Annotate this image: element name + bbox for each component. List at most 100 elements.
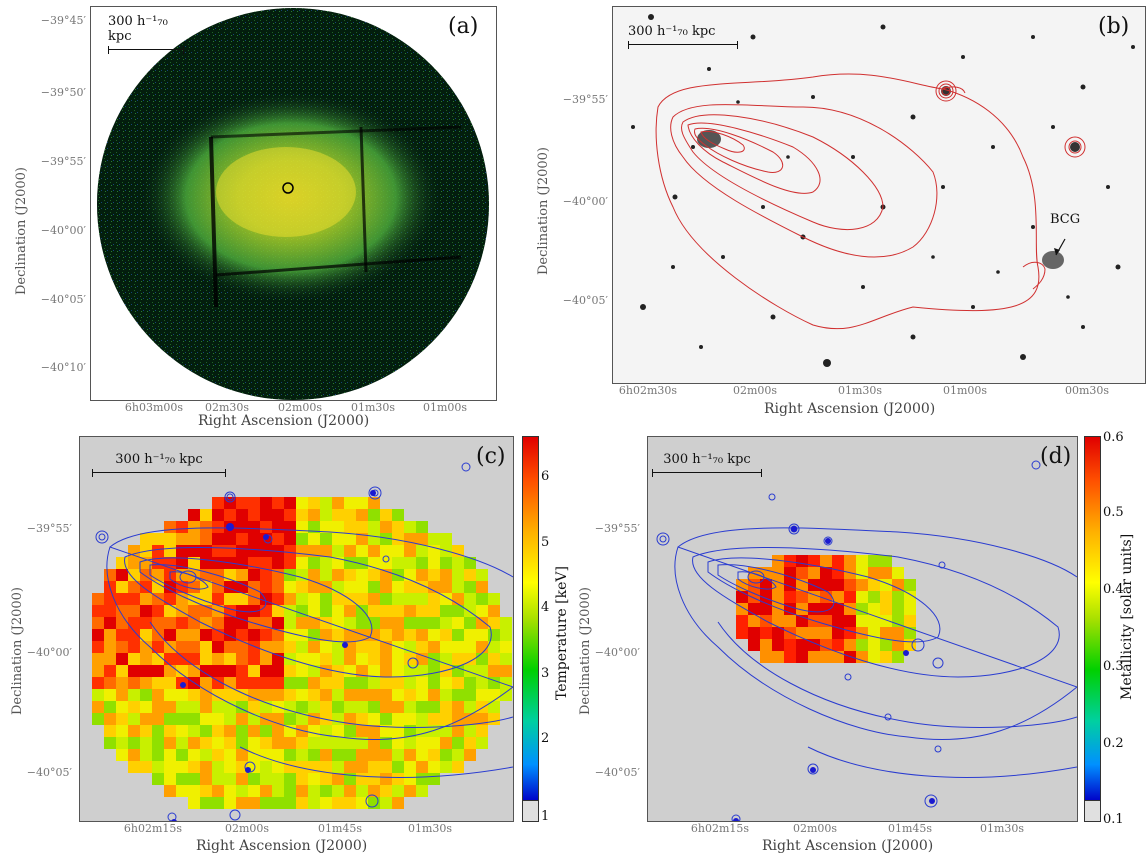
temperature-pixel — [320, 677, 332, 689]
temperature-pixel — [296, 737, 308, 749]
metallicity-pixel — [892, 615, 904, 627]
temperature-pixel — [116, 581, 128, 593]
temperature-pixel — [416, 677, 428, 689]
temperature-pixel — [344, 749, 356, 761]
metallicity-pixel — [772, 627, 784, 639]
metallicity-pixel — [856, 555, 868, 567]
temperature-pixel — [380, 713, 392, 725]
temperature-pixel — [368, 689, 380, 701]
metallicity-pixel — [808, 567, 820, 579]
metallicity-pixel — [868, 591, 880, 603]
temperature-pixel — [428, 677, 440, 689]
temperature-pixel — [464, 749, 476, 761]
temperature-pixel — [416, 785, 428, 797]
temperature-pixel — [260, 677, 272, 689]
ytick: −39°55′ — [40, 155, 86, 168]
metallicity-pixel — [736, 627, 748, 639]
cbar-tick: 0.6 — [1103, 430, 1124, 445]
temperature-pixel — [296, 713, 308, 725]
temperature-pixel — [332, 521, 344, 533]
temperature-pixel — [200, 749, 212, 761]
temperature-pixel — [308, 773, 320, 785]
temperature-pixel — [356, 569, 368, 581]
temperature-pixel — [284, 545, 296, 557]
temperature-pixel — [224, 749, 236, 761]
metallicity-pixel — [904, 591, 916, 603]
temperature-pixel — [152, 557, 164, 569]
temperature-pixel — [116, 665, 128, 677]
temperature-pixel — [152, 617, 164, 629]
temperature-pixel — [308, 557, 320, 569]
metallicity-pixel — [892, 651, 904, 663]
metallicity-pixel — [784, 579, 796, 591]
temperature-pixel — [392, 581, 404, 593]
temperature-pixel — [416, 761, 428, 773]
temperature-pixel — [368, 617, 380, 629]
temperature-pixel — [212, 557, 224, 569]
temperature-pixel — [356, 533, 368, 545]
temperature-pixel — [128, 557, 140, 569]
metallicity-pixel — [772, 651, 784, 663]
temperature-pixel — [200, 725, 212, 737]
temperature-pixel — [440, 749, 452, 761]
temperature-colorbar — [522, 436, 539, 802]
temperature-pixel — [392, 593, 404, 605]
temperature-pixel — [368, 701, 380, 713]
temperature-pixel — [344, 713, 356, 725]
temperature-pixel — [368, 737, 380, 749]
temperature-pixel — [500, 665, 512, 677]
temperature-pixel — [332, 725, 344, 737]
temperature-pixel — [356, 605, 368, 617]
metallicity-svg — [656, 460, 1077, 821]
temperature-pixel — [236, 773, 248, 785]
ytick: −39°55′ — [594, 522, 640, 535]
temperature-pixel — [320, 641, 332, 653]
temperature-pixel — [104, 725, 116, 737]
temperature-pixel — [176, 545, 188, 557]
temperature-pixel — [428, 569, 440, 581]
ytick: −40°10′ — [40, 361, 86, 374]
temperature-pixel — [176, 521, 188, 533]
temperature-pixel — [380, 737, 392, 749]
temperature-pixel — [380, 617, 392, 629]
temperature-pixel — [140, 581, 152, 593]
temperature-pixel — [152, 689, 164, 701]
metallicity-pixel — [760, 651, 772, 663]
temperature-pixel — [368, 749, 380, 761]
metallicity-pixel — [760, 579, 772, 591]
temperature-pixel — [404, 761, 416, 773]
temperature-pixel — [140, 617, 152, 629]
temperature-pixel — [476, 605, 488, 617]
temperature-pixel — [188, 509, 200, 521]
temperature-pixel — [284, 593, 296, 605]
temperature-pixel — [464, 629, 476, 641]
temperature-pixel — [152, 725, 164, 737]
temperature-pixel — [200, 713, 212, 725]
temperature-pixel — [272, 533, 284, 545]
temperature-pixel — [248, 545, 260, 557]
temperature-pixel — [224, 797, 236, 809]
metallicity-colorbar — [1084, 436, 1101, 802]
temperature-pixel — [164, 749, 176, 761]
scale-bar-d: 300 h⁻¹₇₀ kpc — [652, 452, 762, 477]
temperature-pixel — [176, 773, 188, 785]
temperature-pixel — [200, 569, 212, 581]
metallicity-pixel — [760, 627, 772, 639]
temperature-pixel — [176, 653, 188, 665]
contours-c — [95, 462, 513, 821]
temperature-pixel — [200, 509, 212, 521]
temperature-pixel — [260, 773, 272, 785]
temperature-pixel — [116, 713, 128, 725]
temperature-pixel — [272, 689, 284, 701]
metallicity-pixel — [904, 603, 916, 615]
temperature-pixel — [368, 497, 380, 509]
temperature-pixel — [140, 689, 152, 701]
cbar-tick: 5 — [541, 535, 550, 550]
temperature-pixel — [392, 677, 404, 689]
temperature-pixel — [308, 701, 320, 713]
temperature-pixel — [296, 509, 308, 521]
metallicity-pixel — [784, 615, 796, 627]
temperature-pixel — [128, 689, 140, 701]
temperature-pixel — [464, 737, 476, 749]
metallicity-map — [647, 436, 1078, 822]
